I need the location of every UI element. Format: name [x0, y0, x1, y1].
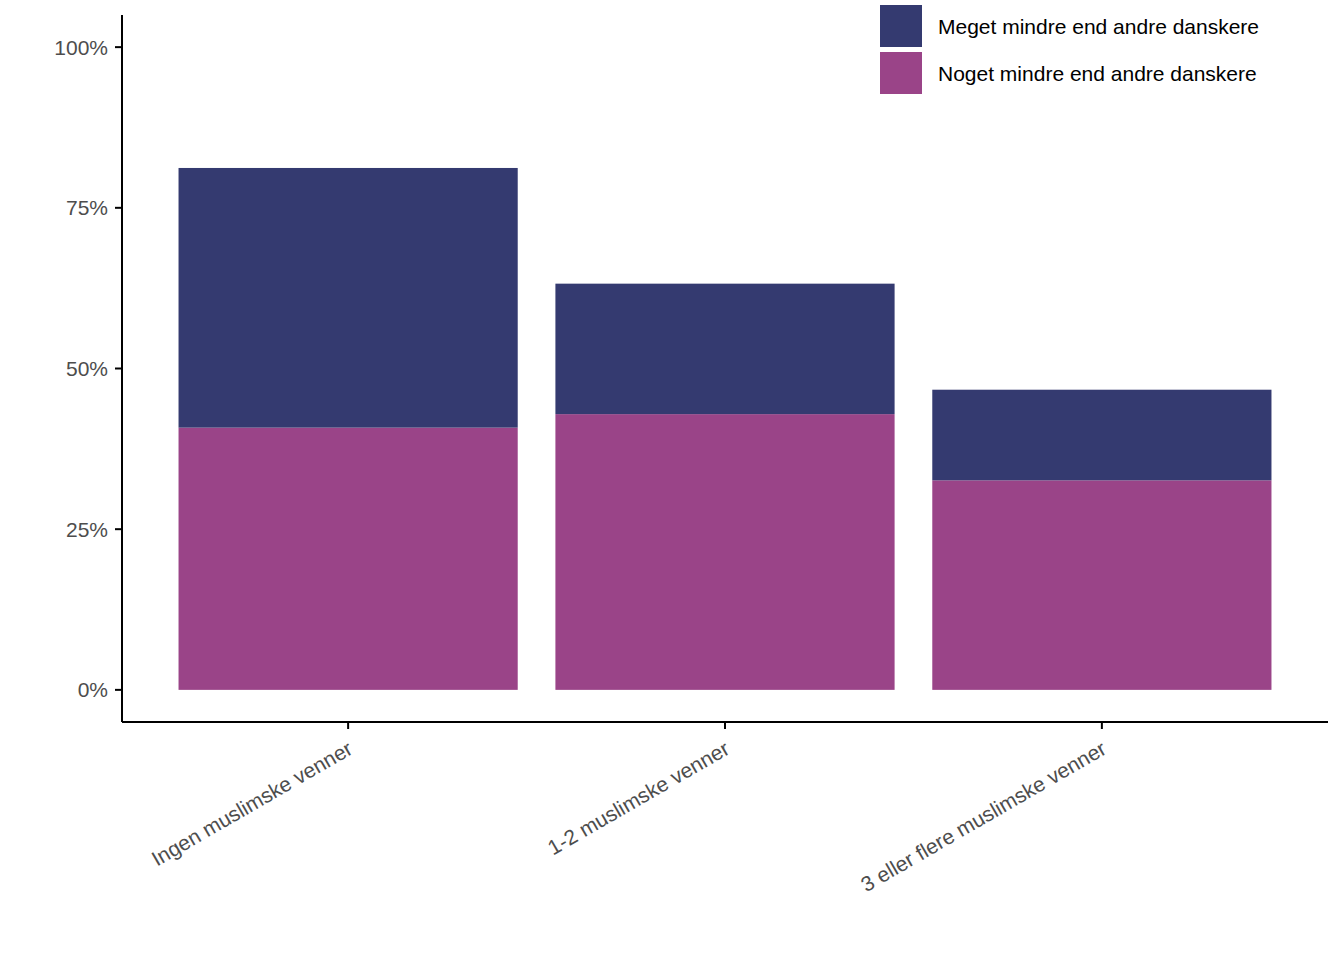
- x-tick-label: Ingen muslimske venner: [148, 737, 357, 871]
- bars: [179, 168, 1272, 690]
- y-tick: [115, 368, 122, 370]
- bar: [179, 168, 518, 428]
- legend-label: Noget mindre end andre danskere: [938, 62, 1257, 85]
- y-tick-label: 75%: [66, 196, 108, 219]
- x-tick: [347, 722, 349, 729]
- legend-swatch: [880, 52, 922, 94]
- legend-swatch: [880, 5, 922, 47]
- y-tick-label: 0%: [78, 678, 108, 701]
- y-tick-label: 25%: [66, 518, 108, 541]
- y-tick-label: 50%: [66, 357, 108, 380]
- y-tick: [115, 689, 122, 691]
- y-tick: [115, 46, 122, 48]
- x-tick: [724, 722, 726, 729]
- chart-svg: 0% 25% 50% 75% 100% Ingen muslimske venner 1-2…: [0, 0, 1344, 960]
- x-tick-label: 1-2 muslimske venner: [544, 737, 733, 860]
- bar: [555, 414, 894, 690]
- legend-label: Meget mindre end andre danskere: [938, 15, 1259, 38]
- legend: Meget mindre end andre danskere Noget min…: [880, 5, 1259, 94]
- x-tick-label: 3 eller flere muslimske venner: [857, 737, 1110, 896]
- bar: [932, 480, 1271, 690]
- bar: [932, 390, 1271, 481]
- bar: [555, 284, 894, 414]
- y-tick: [115, 207, 122, 209]
- y-tick: [115, 528, 122, 530]
- chart-container: 0% 25% 50% 75% 100% Ingen muslimske venner 1-2…: [0, 0, 1344, 960]
- bar: [179, 428, 518, 690]
- y-tick-label: 100%: [54, 36, 108, 59]
- x-tick: [1101, 722, 1103, 729]
